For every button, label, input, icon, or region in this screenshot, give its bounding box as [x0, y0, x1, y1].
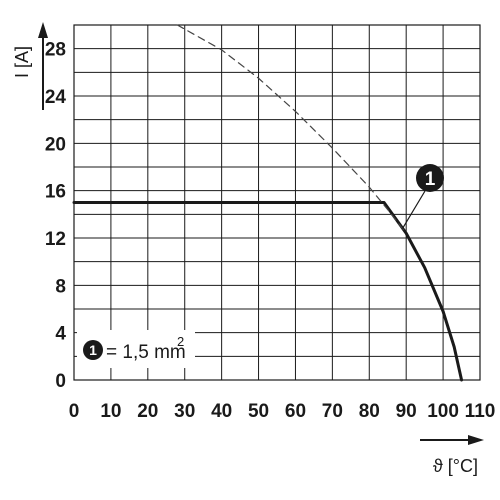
x-axis-title: ϑ [°C]: [433, 456, 478, 476]
x-tick-label: 40: [211, 401, 232, 422]
x-tick-label: 80: [359, 401, 380, 422]
y-tick-label: 8: [55, 276, 66, 297]
x-tick-label: 20: [137, 401, 158, 422]
y-tick-label: 12: [45, 229, 66, 250]
legend-marker-label: 1: [89, 342, 97, 358]
y-axis-arrow-head: [38, 22, 48, 38]
y-tick-label: 0: [55, 371, 66, 392]
y-tick-label: 28: [45, 40, 66, 61]
solid-series-line: [72, 201, 464, 382]
annotation-marker-label: 1: [425, 169, 436, 190]
x-tick-label: 100: [427, 401, 459, 422]
axes: [38, 22, 484, 445]
x-tick-label: 90: [396, 401, 417, 422]
y-tick-label: 16: [45, 182, 66, 203]
x-tick-label: 50: [248, 401, 269, 422]
y-tick-label: 24: [45, 87, 67, 108]
x-tick-label: 0: [69, 401, 80, 422]
legend-superscript: 2: [177, 334, 184, 349]
annotation-marker: [416, 164, 444, 192]
x-tick-label: 60: [285, 401, 306, 422]
x-tick-label: 10: [100, 401, 121, 422]
legend-text: = 1,5 mm: [106, 342, 186, 363]
y-tick-label: 20: [45, 134, 66, 155]
legend: 1 = 1,5 mm2: [77, 330, 195, 368]
x-axis-arrow-head: [468, 435, 484, 445]
y-axis-title: I [A]: [12, 46, 32, 78]
series-layer: [72, 24, 464, 382]
axis-titles: I [A] ϑ [°C]: [12, 46, 478, 476]
legend-marker: [83, 340, 103, 360]
x-tick-label: 30: [174, 401, 195, 422]
dashed-series-line: [176, 24, 407, 234]
y-tick-label: 4: [55, 324, 66, 345]
x-tick-label: 110: [465, 401, 496, 422]
annotation: 1: [401, 164, 444, 229]
annotation-leader-line: [401, 190, 426, 229]
x-tick-label: 70: [322, 401, 343, 422]
